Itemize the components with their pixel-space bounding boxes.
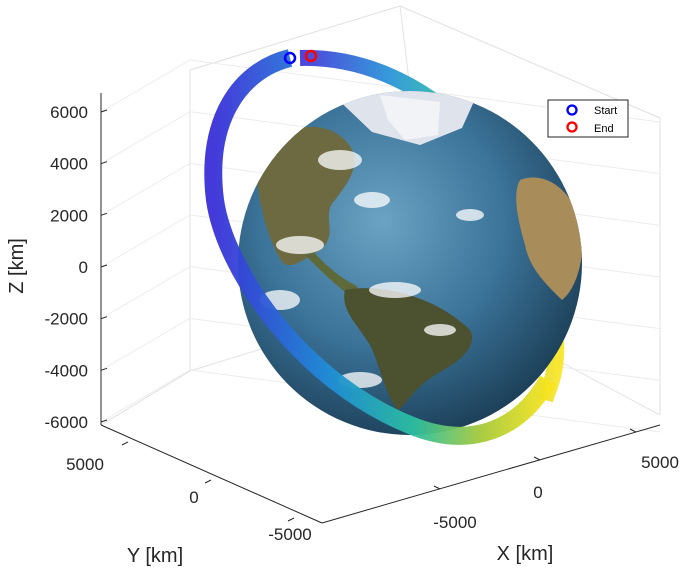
- grid-line: [100, 162, 191, 216]
- axes-lines: [100, 93, 661, 524]
- z-tick-mark: [100, 367, 108, 371]
- land-south-america: [344, 288, 473, 410]
- y-tick-label: -5000: [268, 525, 311, 544]
- z-tick-mark: [100, 316, 108, 320]
- legend-start-marker: [566, 104, 578, 116]
- x-axis-ticks: -5000 0 5000: [433, 428, 679, 532]
- y-tick-label: 0: [189, 488, 198, 507]
- x-tick-mark: [629, 428, 637, 433]
- orbit-ribbon-front: [204, 49, 556, 445]
- legend-end-label: End: [594, 123, 614, 135]
- legend-start-label: Start: [594, 105, 617, 117]
- grid-line: [100, 266, 191, 320]
- z-tick-label: -6000: [45, 413, 88, 432]
- start-marker: [283, 51, 297, 65]
- grid-line: [100, 369, 191, 423]
- z-tick-label: 2000: [50, 206, 88, 225]
- y-tick-label: 5000: [66, 455, 104, 474]
- grid-line: [100, 214, 191, 268]
- x-axis-label: X [km]: [497, 543, 554, 565]
- x-tick-label: 5000: [641, 453, 679, 472]
- y-axis-ticks: 5000 0 -5000: [66, 441, 312, 544]
- z-tick-mark: [100, 212, 108, 216]
- z-axis-ticks: 6000 4000 2000 0 -2000 -4000 -6000: [45, 103, 108, 432]
- x-tick-mark: [433, 485, 441, 490]
- grid-line: [100, 317, 191, 371]
- z-tick-label: 0: [79, 258, 88, 277]
- end-marker: [304, 49, 318, 63]
- z-tick-mark: [100, 419, 108, 423]
- z-tick-mark: [100, 109, 108, 113]
- x-tick-mark: [533, 456, 541, 461]
- z-tick-label: 6000: [50, 103, 88, 122]
- y-tick-mark: [121, 441, 129, 446]
- z-tick-mark: [100, 264, 108, 268]
- z-tick-label: -2000: [45, 310, 88, 329]
- grid-line: [100, 59, 191, 113]
- z-axis-label: Z [km]: [6, 238, 28, 294]
- ice-cap: [380, 95, 440, 140]
- x-tick-label: 0: [533, 483, 542, 502]
- z-tick-label: -4000: [45, 361, 88, 380]
- legend: Start End: [547, 99, 629, 138]
- land-central-america: [305, 250, 366, 299]
- y-tick-mark: [204, 479, 212, 484]
- z-tick-mark: [100, 161, 108, 165]
- earth-globe: [238, 91, 582, 435]
- z-tick-label: 4000: [50, 155, 88, 174]
- legend-end-marker: [566, 121, 578, 133]
- land-africa: [516, 177, 582, 300]
- y-tick-mark: [287, 517, 295, 522]
- y-axis-label: Y [km]: [127, 545, 183, 567]
- grid-line: [100, 111, 191, 165]
- x-tick-label: -5000: [433, 513, 476, 532]
